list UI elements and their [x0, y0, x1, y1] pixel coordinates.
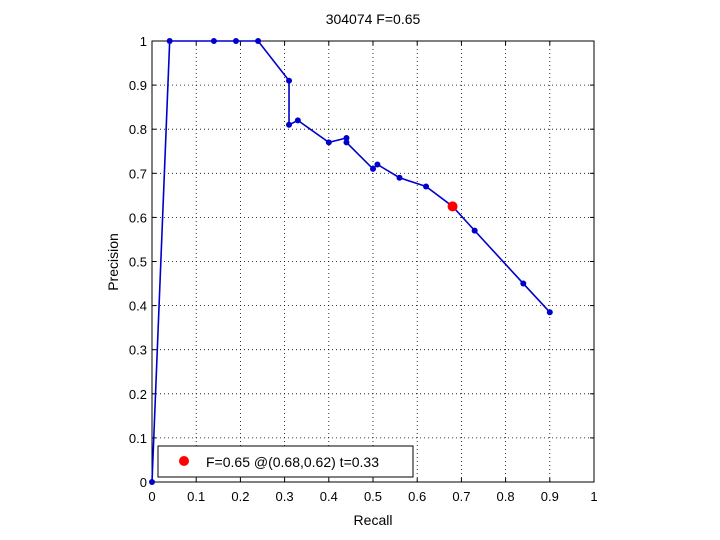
x-tick-label: 0.5	[364, 489, 382, 504]
y-axis-label: Precision	[105, 233, 121, 291]
data-point	[294, 117, 301, 124]
data-point	[546, 309, 553, 316]
data-point	[396, 174, 403, 181]
data-point	[520, 280, 527, 287]
x-tick-label: 0.7	[452, 489, 470, 504]
y-tick-label: 0.6	[129, 210, 147, 225]
x-tick-label: 0.4	[320, 489, 338, 504]
x-tick-label: 0.9	[541, 489, 559, 504]
y-tick-labels: 0 0.1 0.2 0.3 0.4 0.5 0.6 0.7 0.8 0.9 1	[129, 34, 147, 490]
data-point	[423, 183, 430, 190]
y-tick-label: 0.9	[129, 78, 147, 93]
x-tick-label: 0.1	[187, 489, 205, 504]
x-tick-label: 1	[590, 489, 597, 504]
data-point	[370, 165, 376, 172]
data-point	[286, 77, 293, 84]
x-tick-label: 0.8	[497, 489, 515, 504]
data-point	[166, 38, 173, 44]
x-tick-label: 0.6	[408, 489, 426, 504]
x-tick-label: 0.3	[276, 489, 294, 504]
data-point	[343, 139, 350, 146]
data-point	[286, 121, 293, 128]
data-point	[255, 38, 262, 44]
legend: F=0.65 @(0.68,0.62) t=0.33	[157, 445, 414, 478]
legend-marker	[179, 456, 189, 466]
legend-label: F=0.65 @(0.68,0.62) t=0.33	[206, 454, 379, 470]
y-tick-label: 0.7	[129, 166, 147, 181]
y-tick-label: 0	[140, 475, 147, 490]
data-point	[343, 135, 350, 142]
data-point	[374, 161, 381, 168]
best-f-marker	[447, 201, 458, 212]
y-tick-label: 0.2	[129, 387, 147, 402]
y-tick-label: 0.5	[129, 255, 147, 270]
y-tick-label: 0.8	[129, 122, 147, 137]
data-point	[471, 227, 478, 234]
x-tick-labels: 0 0.1 0.2 0.3 0.4 0.5 0.6 0.7 0.8 0.9 1	[148, 489, 597, 504]
y-tick-label: 0.3	[129, 343, 147, 358]
data-point	[149, 479, 155, 485]
x-tick-label: 0	[148, 489, 155, 504]
data-point	[210, 38, 217, 44]
data-point	[232, 38, 239, 44]
y-tick-label: 0.4	[129, 299, 147, 314]
y-tick-label: 1	[140, 34, 147, 49]
x-axis-label: Recall	[354, 512, 393, 528]
x-tick-label: 0.2	[231, 489, 249, 504]
data-point	[325, 139, 332, 146]
legend-box	[157, 445, 414, 478]
grid-lines	[152, 41, 594, 482]
highlight-group	[447, 201, 458, 212]
chart-title: 304074 F=0.65	[326, 11, 421, 27]
y-tick-label: 0.1	[129, 431, 147, 446]
